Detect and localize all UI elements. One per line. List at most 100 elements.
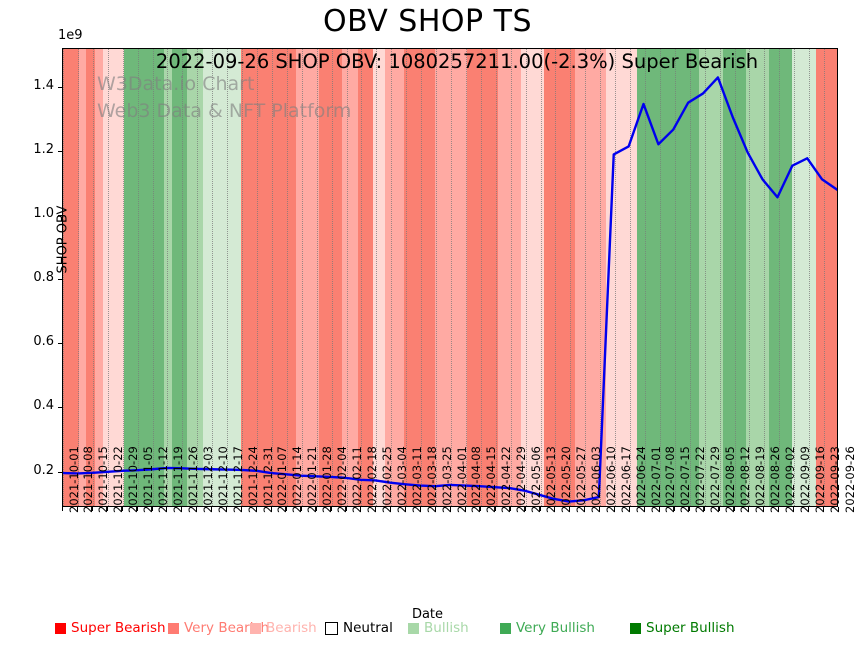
legend-swatch-icon [250, 622, 261, 634]
gridline [227, 49, 229, 506]
x-axis-tick-label: 2022-09-16 [812, 446, 827, 513]
x-axis-tick-label: 2022-07-01 [648, 446, 663, 513]
x-axis-tick-mark [763, 507, 765, 511]
gridline [406, 49, 408, 506]
legend-swatch-icon [325, 621, 338, 635]
page-title: OBV SHOP TS [322, 4, 533, 39]
x-axis-tick-label: 2021-10-01 [66, 446, 81, 513]
x-axis-tick-mark [569, 507, 571, 511]
legend-item[interactable]: Neutral [325, 620, 393, 636]
x-axis-tick-mark [345, 507, 347, 511]
x-axis-tick-mark [524, 507, 526, 511]
x-axis-tick-mark [793, 507, 795, 511]
legend-item-label: Neutral [343, 620, 393, 636]
x-axis-tick-label: 2022-07-22 [693, 446, 708, 513]
x-axis-tick-mark [644, 507, 645, 511]
gridline [465, 49, 467, 506]
gridline [555, 49, 557, 506]
legend-item[interactable]: Super Bullish [630, 620, 735, 636]
x-axis-tick-mark [733, 507, 735, 511]
gridline [689, 49, 691, 506]
x-axis-tick-label: 2022-02-04 [335, 446, 350, 513]
plot-area: W3Data.io Chart Web3 Data & NFT Platform [62, 48, 838, 507]
gridline [137, 49, 139, 506]
x-axis-tick-label: 2022-06-24 [633, 446, 648, 513]
gridline [615, 49, 617, 506]
sentiment-band [79, 49, 87, 506]
x-axis-tick-mark [330, 507, 332, 511]
legend-item[interactable]: Very Bearish [168, 620, 269, 636]
y-axis-tick-mark [58, 407, 62, 409]
sentiment-band [745, 49, 770, 506]
obv-line-series [63, 76, 837, 503]
gridline [271, 49, 273, 506]
legend-item-label: Very Bearish [184, 620, 270, 636]
x-axis-tick-mark [151, 507, 153, 511]
gridline [122, 49, 124, 506]
x-axis-tick-label: 2022-08-12 [738, 446, 753, 513]
sentiment-band [544, 49, 576, 506]
y-axis-offset-text: 1e9 [58, 28, 83, 43]
x-axis-tick-label: 2022-09-09 [797, 446, 812, 513]
x-axis-tick-label: 2022-01-07 [275, 446, 290, 513]
x-axis-tick-mark [554, 507, 556, 511]
x-axis-tick-mark [688, 507, 690, 511]
x-axis-tick-mark [241, 507, 243, 511]
gridline [63, 49, 64, 506]
x-axis-tick-label: 2022-01-28 [320, 446, 335, 513]
gridline [794, 49, 796, 506]
gridline [77, 49, 79, 506]
x-axis-tick-mark [838, 507, 839, 511]
x-axis-tick-label: 2022-03-04 [394, 446, 409, 513]
x-axis-tick-label: 2022-06-17 [618, 446, 633, 513]
x-axis-tick-label: 2022-07-29 [708, 446, 723, 513]
gridline [734, 49, 736, 506]
legend-item[interactable]: Bearish [250, 620, 317, 636]
legend-item-label: Bearish [266, 620, 317, 636]
sentiment-band [435, 49, 467, 506]
sentiment-band [385, 49, 405, 506]
x-axis-tick-label: 2021-10-29 [126, 446, 141, 513]
latest-value-annotation: 2022-09-26 SHOP OBV: 1080257211.00(-2.3%… [155, 50, 759, 73]
legend: Super Bearish Very Bearish Bearish Neutral B… [0, 620, 855, 642]
x-axis-tick-mark [360, 507, 362, 511]
x-axis-tick-mark [614, 507, 616, 511]
gridline [645, 49, 646, 506]
gridline [540, 49, 542, 506]
legend-item[interactable]: Very Bullish [500, 620, 595, 636]
legend-swatch-icon [500, 622, 511, 634]
x-axis-tick-label: 2022-03-25 [439, 446, 454, 513]
x-axis-tick-mark [808, 507, 810, 511]
legend-item[interactable]: Super Bearish [55, 620, 166, 636]
x-axis-tick-label: 2022-05-27 [573, 446, 588, 513]
x-axis-tick-label: 2021-10-22 [111, 446, 126, 513]
gridline [585, 49, 587, 506]
x-axis-tick-label: 2021-11-12 [156, 446, 171, 513]
x-axis-tick-mark [539, 507, 541, 511]
gridline [92, 49, 94, 506]
legend-swatch-icon [55, 622, 66, 634]
x-axis-tick-mark [62, 507, 63, 511]
sentiment-band [187, 49, 204, 506]
x-axis-tick-mark [390, 507, 392, 511]
gridline [421, 49, 423, 506]
x-axis-tick-mark [435, 507, 437, 511]
y-axis-label: SHOP OBV [55, 205, 71, 274]
sentiment-band [769, 49, 793, 506]
legend-item-label: Super Bearish [71, 620, 166, 636]
x-axis-tick-mark [420, 507, 422, 511]
x-axis-tick-mark [464, 507, 466, 511]
y-axis-tick-label: 0.8 [33, 270, 54, 286]
x-axis-tick-label: 2022-08-19 [752, 446, 767, 513]
x-axis-tick-label: 2022-06-03 [588, 446, 603, 513]
legend-item[interactable]: Bullish [408, 620, 469, 636]
x-axis-tick-label: 2022-01-14 [290, 446, 305, 513]
y-axis-tick-mark [58, 214, 62, 216]
sentiment-band [404, 49, 436, 506]
gridline [376, 49, 378, 506]
x-axis-tick-mark [181, 507, 183, 511]
x-axis-tick-label: 2022-09-26 [842, 446, 855, 513]
x-axis-tick-label: 2022-09-02 [782, 446, 797, 513]
legend-item-label: Super Bullish [646, 620, 735, 636]
